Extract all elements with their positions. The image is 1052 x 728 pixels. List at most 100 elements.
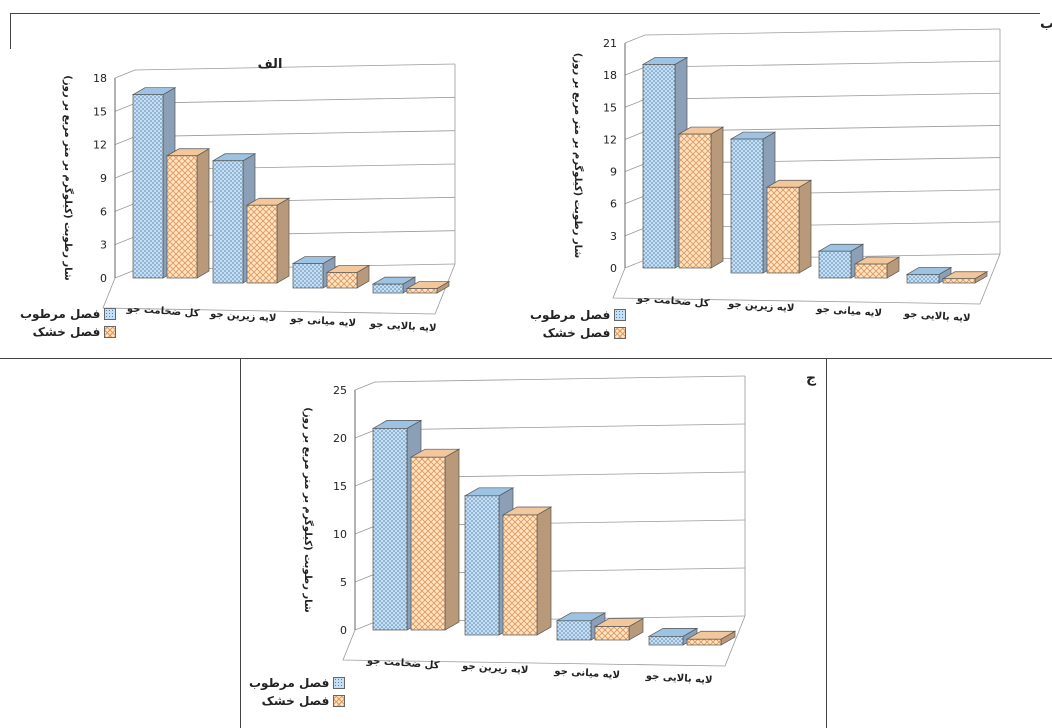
legend-be: فصل مرطوب فصل خشک: [530, 306, 627, 342]
bar-dry: [593, 617, 645, 641]
legend-jim: فصل مرطوب فصل خشک: [249, 674, 346, 710]
dry-swatch-icon: [333, 695, 346, 707]
x-category-label: لایه بالایی جو: [645, 671, 713, 687]
y-tick-label: 6: [610, 198, 617, 211]
gridline: [134, 96, 456, 104]
x-category-label: لایه میانی جو: [815, 304, 882, 320]
dry-swatch-icon: [614, 327, 627, 339]
legend-item-dry: فصل خشک: [249, 692, 346, 710]
gridline: [644, 28, 1001, 36]
legend-item-wet: فصل مرطوب: [249, 674, 346, 692]
panel-label-jim: ج: [806, 370, 817, 386]
chart-alef: 0 3 6 9 12 15 18 شار رطوبت (کیلوگرم بر متر مربع…: [20, 50, 480, 355]
chart-alef-svg: 0 3 6 9 12 15 18 شار رطوبت (کیلوگرم بر متر مربع…: [62, 57, 456, 335]
gridline-side: [624, 131, 646, 140]
y-tick-label: 18: [93, 72, 107, 85]
bar-dry: [853, 256, 901, 279]
legend-label-dry: فصل خشک: [32, 325, 101, 339]
gridline-side: [114, 236, 136, 246]
legend-label-wet: فصل مرطوب: [20, 307, 101, 321]
gridline: [374, 375, 746, 383]
y-tick-label: 0: [340, 624, 347, 637]
y-axis-title: شار رطوبت (کیلوگرم بر متر مربع بر روز): [572, 53, 585, 259]
wet-swatch-icon: [614, 309, 627, 321]
legend-label-dry: فصل خشک: [542, 326, 611, 340]
x-category-label: لایه زیرین جو: [727, 299, 795, 315]
gridline-side: [114, 102, 136, 112]
gridline-side: [624, 227, 646, 237]
gridline: [374, 423, 746, 431]
y-tick-label: 0: [610, 262, 617, 275]
bar-dry: [765, 179, 813, 274]
gridline-side: [624, 98, 646, 108]
floor-outline: [342, 615, 746, 667]
x-category-label: لایه زیرین جو: [461, 661, 529, 677]
legend-item-dry: فصل خشک: [530, 324, 627, 342]
gridline: [134, 130, 456, 138]
y-tick-label: 15: [603, 101, 617, 114]
bar-dry: [325, 264, 371, 289]
gridline-side: [114, 136, 136, 146]
gridline-side: [624, 195, 646, 205]
gridline-side: [354, 573, 376, 583]
legend-alef: فصل مرطوب فصل خشک: [20, 305, 117, 341]
gridline: [644, 60, 1001, 68]
bar-wet: [647, 627, 699, 646]
y-axis-title: شار رطوبت (کیلوگرم بر متر مربع بر روز): [302, 407, 315, 613]
y-tick-label: 15: [333, 480, 347, 493]
gridline-side: [624, 66, 646, 76]
wet-swatch-icon: [333, 677, 346, 689]
frame-top-line: [10, 13, 1040, 14]
gridline-side: [624, 259, 646, 269]
chart-be: 0 3 6 9 12 15 18 21 شار رطوبت (کیلوگرم بر متر مر…: [525, 28, 1025, 356]
gridline-side: [114, 169, 136, 179]
bar-dry: [677, 126, 725, 269]
x-category-label: لایه بالایی جو: [369, 319, 437, 335]
bar-wet: [371, 276, 417, 294]
chart-jim-svg: 0 5 10 15 20 25 شار رطوبت (کیلوگرم بر متر مربع…: [302, 375, 746, 687]
gridline-side: [624, 34, 646, 44]
legend-label-dry: فصل خشک: [261, 694, 330, 708]
bar-dry: [405, 280, 451, 294]
gridline: [134, 63, 456, 71]
bar-dry: [409, 448, 461, 631]
y-tick-label: 25: [333, 384, 347, 397]
y-tick-label: 9: [610, 166, 617, 179]
y-tick-label: 15: [93, 105, 107, 118]
bar-dry: [685, 630, 737, 646]
gridline-side: [114, 269, 136, 279]
y-tick-label: 6: [100, 205, 107, 218]
x-category-label: لایه میانی جو: [553, 666, 620, 682]
y-tick-label: 20: [333, 432, 347, 445]
x-category-label: کل ضخامت جو: [126, 303, 200, 319]
gridline-side: [354, 381, 376, 391]
x-category-label: کل ضخامت جو: [366, 655, 440, 671]
y-tick-label: 12: [603, 133, 617, 146]
gridline-side: [354, 429, 376, 439]
bar-wet: [905, 266, 953, 284]
x-category-label: کل ضخامت جو: [636, 293, 710, 309]
legend-label-wet: فصل مرطوب: [530, 308, 611, 322]
gridline-side: [354, 621, 376, 631]
y-tick-label: 12: [93, 139, 107, 152]
y-tick-label: 3: [610, 230, 617, 243]
frame-mid-line: [0, 358, 1052, 359]
bar-dry: [165, 148, 211, 279]
gridline-side: [624, 163, 646, 172]
x-category-label: لایه بالایی جو: [903, 309, 971, 325]
y-axis-title: شار رطوبت (کیلوگرم بر متر مربع بر روز): [62, 75, 75, 281]
gridline-side: [114, 202, 136, 212]
y-tick-label: 0: [100, 272, 107, 285]
legend-item-dry: فصل خشک: [20, 323, 117, 341]
chart-title: الف: [258, 57, 283, 72]
gridline-side: [114, 69, 136, 79]
dry-swatch-icon: [104, 326, 117, 338]
legend-label-wet: فصل مرطوب: [249, 676, 330, 690]
gridline-side: [354, 477, 376, 487]
frame-bottom-right-line: [826, 358, 827, 728]
legend-item-wet: فصل مرطوب: [20, 305, 117, 323]
frame-bottom-left-line: [240, 358, 241, 728]
gridline: [644, 92, 1001, 100]
wet-swatch-icon: [104, 308, 117, 320]
legend-item-wet: فصل مرطوب: [530, 306, 627, 324]
